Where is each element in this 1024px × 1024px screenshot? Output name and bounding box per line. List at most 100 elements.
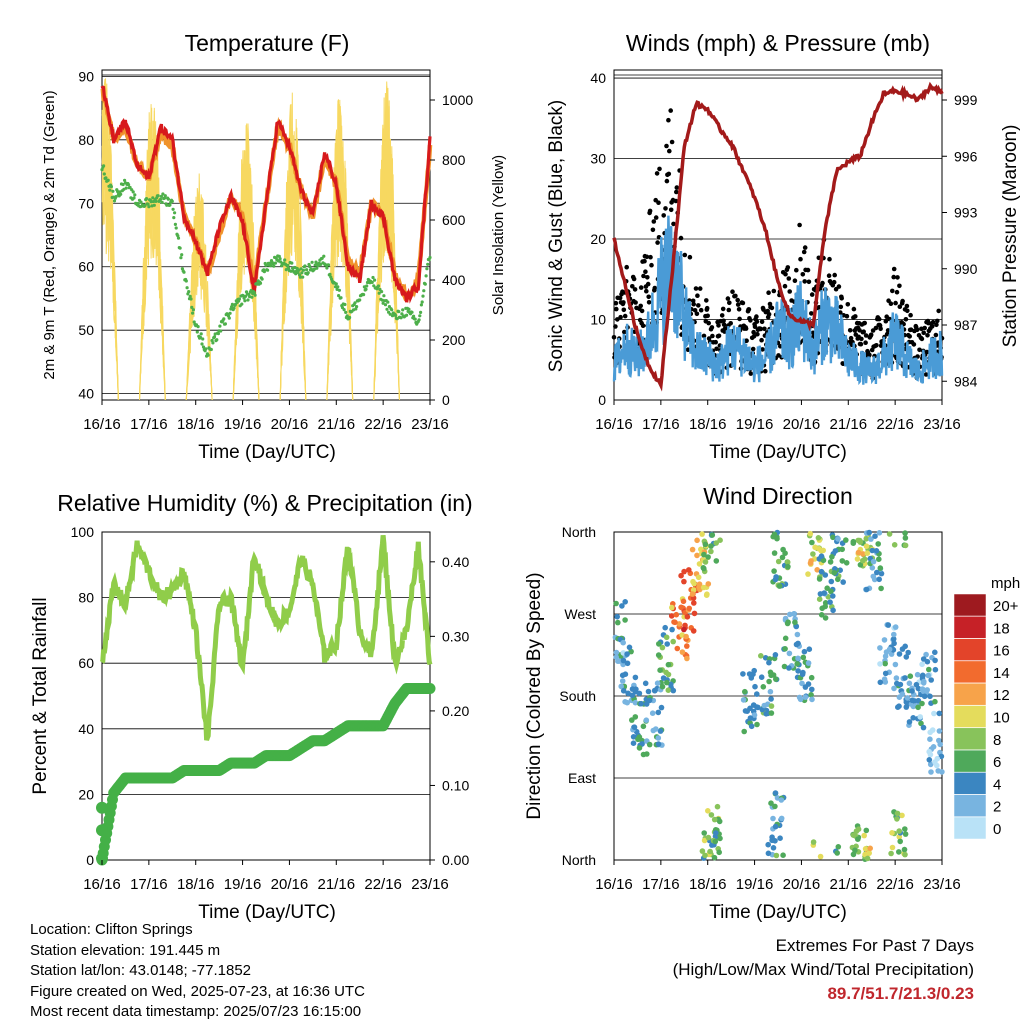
- gust-point: [740, 300, 746, 306]
- gust-point: [682, 252, 688, 258]
- direction-point: [892, 624, 899, 630]
- gust-point: [826, 273, 832, 279]
- y2-tick-label: 0.40: [442, 554, 469, 570]
- gust-point: [758, 326, 763, 332]
- direction-point: [665, 687, 672, 693]
- direction-point: [776, 583, 783, 589]
- dewpoint-point: [371, 275, 375, 280]
- dewpoint-point: [196, 325, 200, 329]
- dewpoint-point: [176, 234, 180, 238]
- direction-point: [768, 710, 775, 716]
- dewpoint-point: [343, 302, 347, 307]
- gust-point: [769, 305, 775, 311]
- dewpoint-point: [179, 256, 183, 260]
- direction-point: [886, 531, 893, 537]
- direction-point: [802, 694, 809, 700]
- direction-point: [662, 624, 668, 631]
- direction-point: [818, 548, 825, 554]
- direction-point: [761, 702, 768, 709]
- dewpoint-point: [206, 353, 210, 357]
- direction-point: [711, 854, 718, 861]
- x-tick-label: 23/16: [923, 876, 961, 893]
- direction-point: [769, 837, 775, 844]
- gust-point: [802, 279, 807, 284]
- direction-point: [926, 666, 932, 673]
- solar-trace: [139, 107, 166, 401]
- direction-point: [622, 599, 628, 605]
- direction-point: [799, 680, 805, 687]
- dewpoint-point: [342, 308, 346, 312]
- direction-point: [751, 667, 757, 674]
- dewpoint-point: [278, 257, 282, 261]
- x-tick-label: 20/16: [783, 416, 821, 433]
- direction-point: [615, 619, 621, 626]
- direction-point: [818, 553, 825, 559]
- y-tick-label: 90: [78, 68, 94, 84]
- dewpoint-point: [405, 313, 409, 317]
- dewpoint-point: [114, 195, 118, 199]
- temperature-lines: [100, 85, 433, 358]
- dewpoint-point: [160, 200, 164, 204]
- rainfall-point: [96, 824, 108, 837]
- gust-point: [716, 323, 721, 328]
- legend-swatch: [953, 682, 987, 706]
- gust-point: [694, 311, 700, 317]
- gust-point: [923, 372, 929, 377]
- pressure-y-label: Station Pressure (Maroon): [1000, 125, 1021, 348]
- dewpoint-point: [376, 284, 381, 288]
- direction-point: [689, 546, 696, 553]
- direction-point: [770, 533, 776, 540]
- temp-2m-line: [100, 85, 432, 304]
- direction-point: [657, 728, 664, 734]
- gust-point: [696, 303, 701, 308]
- dewpoint-point: [201, 337, 205, 341]
- direction-point: [646, 697, 653, 704]
- direction-point: [816, 596, 823, 602]
- gust-point: [836, 284, 842, 289]
- gust-point: [655, 240, 660, 245]
- direction-point: [794, 631, 801, 638]
- gust-point: [695, 293, 700, 299]
- direction-point: [653, 726, 659, 732]
- direction-point: [619, 603, 625, 609]
- dewpoint-point: [161, 192, 165, 196]
- direction-point: [877, 679, 884, 686]
- winds-y-ticks: 0 10 20 30 40: [590, 70, 606, 408]
- dewpoint-point: [428, 255, 432, 260]
- gust-point: [844, 313, 850, 319]
- gust-point: [754, 319, 760, 324]
- gust-point: [748, 318, 753, 323]
- direction-point: [629, 686, 636, 692]
- x-tick-label: 22/16: [364, 876, 402, 893]
- y-tick-label: 0: [86, 852, 94, 868]
- direction-point: [902, 851, 908, 858]
- direction-point: [869, 547, 876, 554]
- gust-point: [725, 296, 731, 301]
- direction-point: [740, 671, 746, 677]
- direction-point: [784, 559, 791, 565]
- dewpoint-point: [198, 335, 202, 339]
- y2-tick-label: 990: [954, 261, 978, 277]
- gust-point: [656, 200, 661, 205]
- dewpoint-point: [215, 338, 219, 342]
- x-tick-label: 16/16: [83, 416, 121, 433]
- direction-point: [864, 855, 871, 862]
- dewpoint-point: [253, 293, 257, 297]
- dewpoint-point: [139, 200, 143, 204]
- gust-point: [751, 334, 757, 339]
- gust-point: [632, 287, 638, 292]
- direction-point: [665, 661, 672, 668]
- gust-point: [838, 310, 843, 315]
- dewpoint-point: [422, 289, 426, 293]
- y-tick-label: 0: [598, 392, 606, 408]
- legend-label: 0: [993, 821, 1001, 838]
- dewpoint-point: [204, 347, 208, 351]
- y-tick-label: 40: [78, 386, 94, 402]
- gust-point: [710, 333, 715, 339]
- station-elevation: Station elevation: 191.445 m: [30, 941, 221, 959]
- direction-point: [765, 841, 771, 848]
- direction-point: [708, 543, 714, 549]
- pressure-series: [612, 81, 944, 392]
- x-tick-label: 20/16: [783, 876, 821, 893]
- gust-point: [897, 304, 903, 310]
